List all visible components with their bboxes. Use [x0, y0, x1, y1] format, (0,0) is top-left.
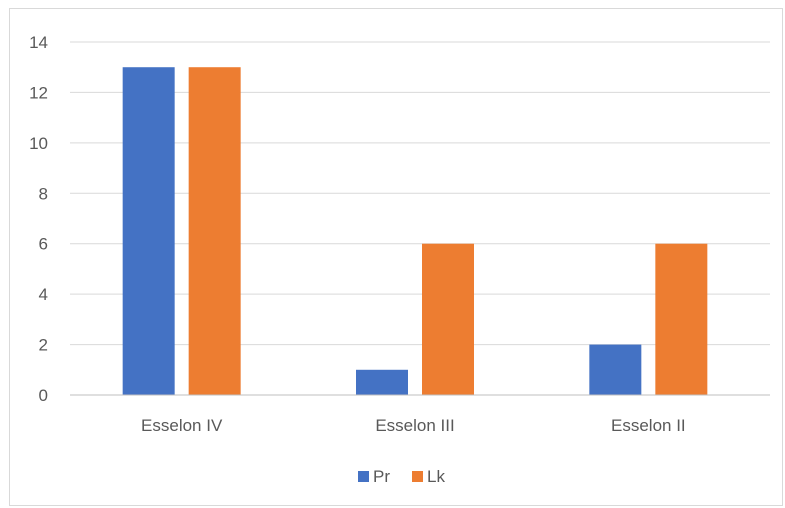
legend-swatch-pr	[358, 471, 369, 482]
y-tick-label: 6	[39, 235, 48, 254]
y-tick-label: 2	[39, 336, 48, 355]
bar-pr-0	[122, 67, 175, 395]
x-axis-labels: Esselon IV Esselon III Esselon II	[141, 416, 686, 435]
gridlines	[70, 41, 770, 346]
bar-pr-1	[356, 369, 408, 395]
y-tick-label: 8	[39, 184, 48, 203]
y-tick-label: 4	[39, 285, 48, 304]
bars	[122, 67, 708, 395]
legend: Pr Lk	[358, 467, 445, 486]
x-category-label: Esselon IV	[141, 416, 223, 435]
y-axis-ticks: 0 2 4 6 8 10 12 14	[29, 33, 48, 405]
bar-lk-2	[655, 243, 708, 395]
y-tick-label: 0	[39, 386, 48, 405]
legend-label-pr: Pr	[373, 467, 390, 486]
y-tick-label: 10	[29, 134, 48, 153]
x-category-label: Esselon III	[375, 416, 454, 435]
y-tick-label: 14	[29, 33, 48, 52]
x-category-label: Esselon II	[611, 416, 686, 435]
bar-lk-0	[188, 67, 241, 395]
bar-pr-2	[589, 344, 642, 395]
legend-label-lk: Lk	[427, 467, 445, 486]
bar-lk-1	[422, 243, 474, 395]
legend-swatch-lk	[412, 471, 423, 482]
y-tick-label: 12	[29, 83, 48, 102]
